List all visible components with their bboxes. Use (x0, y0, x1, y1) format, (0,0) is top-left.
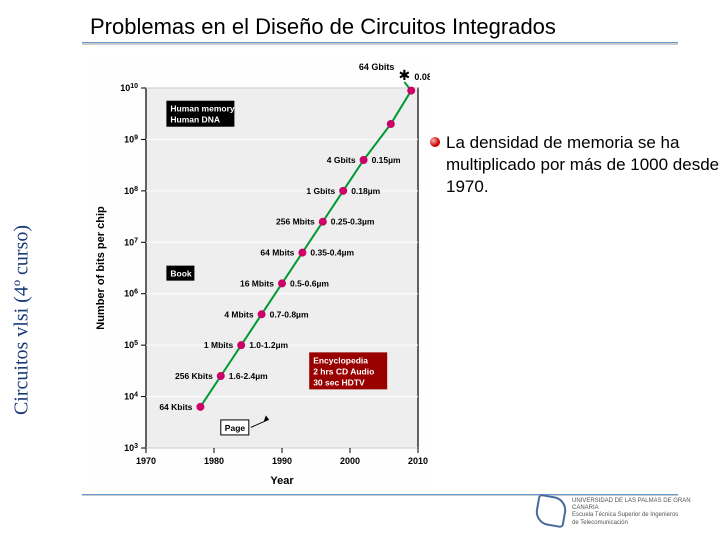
svg-text:108: 108 (124, 185, 138, 196)
svg-text:1970: 1970 (136, 456, 156, 466)
svg-text:0.35-0.4µm: 0.35-0.4µm (310, 248, 354, 258)
memory-density-chart: 103 104 105 106 107 108 109 1010 1970 1980 1990 200… (90, 60, 430, 490)
side-label-text: Circuitos vlsi (4º curso) (11, 225, 34, 415)
svg-text:1990: 1990 (272, 456, 292, 466)
svg-text:1010: 1010 (120, 83, 138, 94)
svg-text:16 Mbits: 16 Mbits (240, 278, 274, 288)
svg-text:256 Kbits: 256 Kbits (175, 371, 213, 381)
footer-line3: de Telecomunicación (572, 520, 696, 527)
svg-text:103: 103 (124, 443, 138, 454)
svg-text:0.7-0.8µm: 0.7-0.8µm (270, 309, 309, 319)
bullet-icon (430, 137, 440, 147)
svg-text:2010: 2010 (408, 456, 428, 466)
svg-text:109: 109 (124, 134, 138, 145)
svg-text:Book: Book (170, 269, 192, 279)
svg-text:0.15µm: 0.15µm (372, 155, 401, 165)
svg-text:30 sec HDTV: 30 sec HDTV (313, 377, 365, 387)
svg-text:107: 107 (124, 237, 138, 248)
svg-text:Number of bits per chip: Number of bits per chip (95, 206, 107, 330)
bullet-item: La densidad de memoria se ha multiplicad… (430, 132, 720, 197)
svg-text:Page: Page (225, 423, 246, 433)
logo-icon (534, 494, 569, 529)
svg-text:1 Mbits: 1 Mbits (204, 340, 234, 350)
svg-text:1 Gbits: 1 Gbits (306, 186, 335, 196)
title-underline (82, 42, 678, 45)
svg-text:1.0-1.2µm: 1.0-1.2µm (249, 340, 288, 350)
svg-text:✱: ✱ (399, 67, 411, 83)
page-title: Problemas en el Diseño de Circuitos Inte… (90, 14, 556, 40)
svg-text:4 Mbits: 4 Mbits (224, 309, 254, 319)
svg-text:0.5-0.6µm: 0.5-0.6µm (290, 278, 329, 288)
svg-text:Encyclopedia: Encyclopedia (313, 355, 368, 365)
svg-text:2 hrs CD Audio: 2 hrs CD Audio (313, 366, 374, 376)
svg-text:2000: 2000 (340, 456, 360, 466)
svg-text:1980: 1980 (204, 456, 224, 466)
svg-text:Year: Year (270, 475, 294, 487)
side-label: Circuitos vlsi (4º curso) (12, 160, 32, 480)
footer-line1: UNIVERSIDAD DE LAS PALMAS DE GRAN CANARI… (572, 498, 696, 512)
svg-text:64 Kbits: 64 Kbits (159, 402, 192, 412)
footer-logo: UNIVERSIDAD DE LAS PALMAS DE GRAN CANARI… (536, 496, 696, 532)
footer-text: UNIVERSIDAD DE LAS PALMAS DE GRAN CANARI… (572, 498, 696, 527)
bullet-text: La densidad de memoria se ha multiplicad… (446, 132, 720, 197)
bullet-list: La densidad de memoria se ha multiplicad… (430, 132, 720, 197)
svg-text:1.6-2.4µm: 1.6-2.4µm (229, 371, 268, 381)
svg-text:64 Gbits: 64 Gbits (359, 62, 395, 72)
svg-text:105: 105 (124, 340, 138, 351)
footer-line2: Escuela Técnica Superior de Ingenieros (572, 512, 696, 519)
svg-text:0.25-0.3µm: 0.25-0.3µm (331, 217, 375, 227)
svg-text:Human DNA: Human DNA (170, 115, 220, 125)
svg-text:106: 106 (124, 288, 138, 299)
svg-text:Human memory: Human memory (170, 104, 235, 114)
svg-text:0.18µm: 0.18µm (351, 186, 380, 196)
svg-text:4 Gbits: 4 Gbits (327, 155, 356, 165)
svg-text:0.08µm: 0.08µm (414, 72, 430, 82)
svg-text:256 Mbits: 256 Mbits (276, 217, 315, 227)
svg-text:64 Mbits: 64 Mbits (260, 248, 294, 258)
svg-text:104: 104 (124, 391, 138, 402)
